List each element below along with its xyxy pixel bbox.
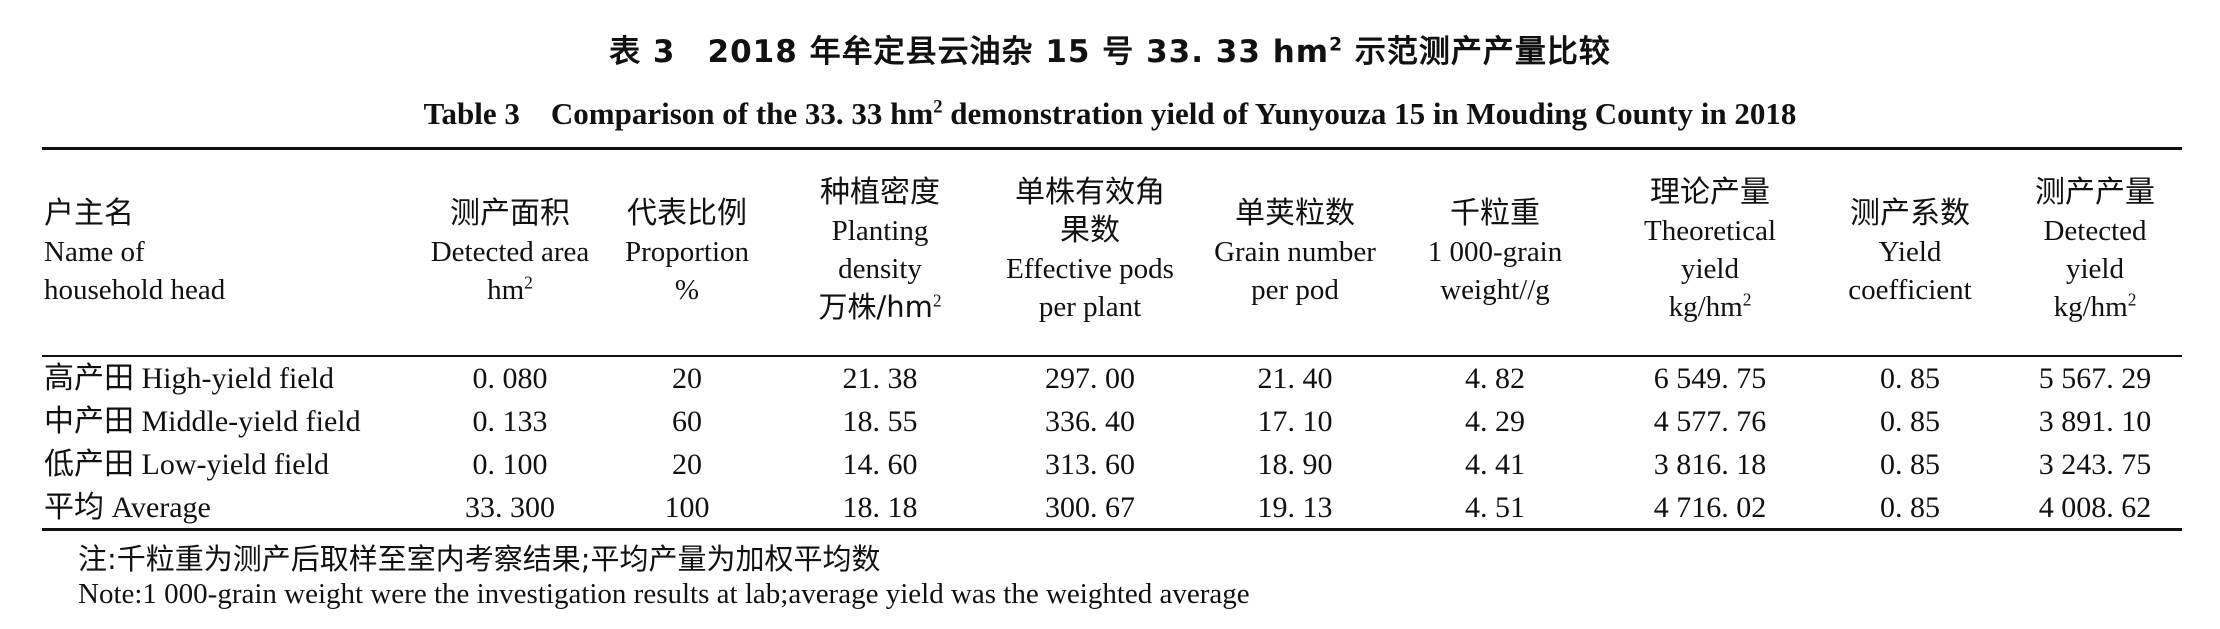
header-theoretical-yield: 理论产量 Theoretical yield kg/hm2 <box>1643 175 1777 323</box>
row-label: 平均 Average <box>44 489 211 527</box>
header-detected-yield: 测产产量 Detected yield kg/hm2 <box>2035 175 2155 323</box>
table-cell: 4 716. 02 <box>1653 491 1767 524</box>
table-cell: 17. 10 <box>1257 405 1333 438</box>
table-cell: 60 <box>672 405 702 438</box>
table-bottom-rule <box>42 528 2182 531</box>
table-header-rule <box>42 355 2182 357</box>
header-thousand-grain-weight: 千粒重 1 000-grain weight//g <box>1427 196 1563 306</box>
table-cell: 3 816. 18 <box>1653 448 1767 481</box>
header-proportion: 代表比例 Proportion % <box>624 196 750 306</box>
header-grain-number: 单荚粒数 Grain number per pod <box>1214 196 1376 306</box>
row-label-en: Low-yield field <box>141 448 329 481</box>
header-yield-coefficient: 测产系数 Yield coefficient <box>1848 196 1972 306</box>
table-title-en: Table 3 Comparison of the 33. 33 hm2 dem… <box>423 96 1797 131</box>
table-note-en: Note:1 000-grain weight were the investi… <box>78 578 1250 610</box>
row-label-en: High-yield field <box>141 362 334 395</box>
table-cell: 297. 00 <box>1045 362 1135 395</box>
table-cell: 21. 38 <box>842 362 918 395</box>
table-cell: 313. 60 <box>1045 448 1135 481</box>
row-label: 中产田 Middle-yield field <box>44 403 361 441</box>
row-label-cn: 平均 <box>44 490 104 525</box>
table-cell: 4 577. 76 <box>1653 405 1767 438</box>
table-cell: 3 891. 10 <box>2038 405 2152 438</box>
row-label-cn: 中产田 <box>44 404 134 439</box>
table-title-cn: 表 3 2018 年牟定县云油杂 15 号 33. 33 hm2 示范测产产量比… <box>609 34 1611 70</box>
table-cell: 0. 85 <box>1880 405 1940 438</box>
table-cell: 18. 18 <box>842 491 918 524</box>
table-cell: 0. 85 <box>1880 362 1940 395</box>
table-cell: 0. 133 <box>472 405 548 438</box>
row-label-cn: 高产田 <box>44 361 134 396</box>
table-cell: 18. 90 <box>1257 448 1333 481</box>
header-detected-area: 测产面积 Detected area hm2 <box>430 196 590 306</box>
header-effective-pods: 单株有效角 果数 Effective pods per plant <box>1006 175 1174 323</box>
header-planting-density: 种植密度 Planting density 万株/hm2 <box>818 175 942 324</box>
table-cell: 6 549. 75 <box>1653 362 1767 395</box>
row-label-cn: 低产田 <box>44 447 134 482</box>
table-cell: 14. 60 <box>842 448 918 481</box>
table-cell: 4. 82 <box>1465 362 1525 395</box>
header-household: 户主名 Name of household head <box>44 196 226 306</box>
table-cell: 0. 85 <box>1880 491 1940 524</box>
row-label: 低产田 Low-yield field <box>44 446 329 484</box>
row-label-en: Middle-yield field <box>141 405 361 438</box>
table-cell: 0. 080 <box>472 362 548 395</box>
table-note-cn: 注:千粒重为测产后取样至室内考察结果;平均产量为加权平均数 <box>78 542 881 576</box>
table-cell: 33. 300 <box>465 491 555 524</box>
table-cell: 18. 55 <box>842 405 918 438</box>
table-cell: 100 <box>664 491 710 524</box>
table-cell: 0. 100 <box>472 448 548 481</box>
table-cell: 19. 13 <box>1257 491 1333 524</box>
table-cell: 300. 67 <box>1045 491 1135 524</box>
table-cell: 4. 51 <box>1465 491 1525 524</box>
table-cell: 20 <box>672 362 702 395</box>
row-label: 高产田 High-yield field <box>44 360 334 398</box>
table-cell: 4 008. 62 <box>2038 491 2152 524</box>
table-cell: 5 567. 29 <box>2038 362 2152 395</box>
table-cell: 4. 41 <box>1465 448 1525 481</box>
table-cell: 336. 40 <box>1045 405 1135 438</box>
row-label-en: Average <box>111 491 211 524</box>
table-top-rule <box>42 147 2182 150</box>
table-cell: 4. 29 <box>1465 405 1525 438</box>
table-cell: 21. 40 <box>1257 362 1333 395</box>
table-cell: 3 243. 75 <box>2038 448 2152 481</box>
table-cell: 0. 85 <box>1880 448 1940 481</box>
table-cell: 20 <box>672 448 702 481</box>
